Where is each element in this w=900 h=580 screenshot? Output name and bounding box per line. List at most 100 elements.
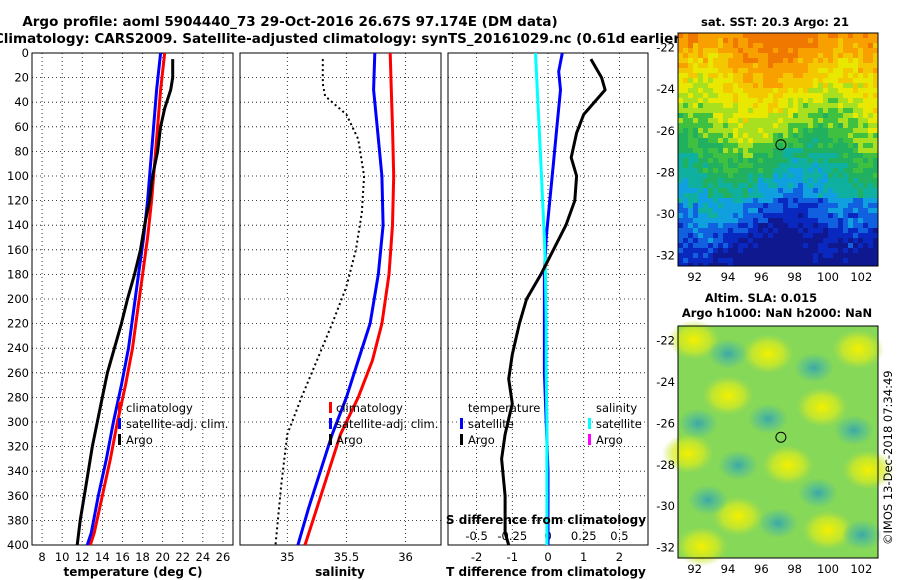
sst-cell <box>683 188 688 193</box>
sst-cell <box>843 153 848 158</box>
depth-tick-label: 160 <box>7 243 29 257</box>
sst-cell <box>853 178 858 183</box>
sst-cell <box>873 158 878 163</box>
sst-cell <box>768 188 773 193</box>
sst-cell <box>868 233 873 238</box>
sst-cell <box>703 53 708 58</box>
sst-cell <box>708 73 713 78</box>
sst-cell <box>823 193 828 198</box>
sst-cell <box>698 188 703 193</box>
sst-cell <box>753 63 758 68</box>
sst-cell <box>858 163 863 168</box>
sst-cell <box>688 258 693 263</box>
sst-cell <box>738 78 743 83</box>
sst-cell <box>803 93 808 98</box>
sst-cell <box>818 148 823 153</box>
sst-cell <box>733 83 738 88</box>
sst-cell <box>708 178 713 183</box>
sst-cell <box>863 123 868 128</box>
sst-cell <box>783 258 788 263</box>
sst-cell <box>828 43 833 48</box>
sst-cell <box>758 238 763 243</box>
sst-cell <box>763 143 768 148</box>
sst-cell <box>768 183 773 188</box>
sst-cell <box>858 148 863 153</box>
sst-cell <box>678 33 683 38</box>
depth-tick-label: 320 <box>7 440 29 454</box>
sst-cell <box>838 173 843 178</box>
sst-cell <box>678 178 683 183</box>
sst-cell <box>873 78 878 83</box>
sst-cell <box>743 53 748 58</box>
sst-cell <box>718 63 723 68</box>
sst-cell <box>733 38 738 43</box>
sst-cell <box>863 158 868 163</box>
sst-cell <box>678 83 683 88</box>
sst-cell <box>763 233 768 238</box>
sst-cell <box>798 238 803 243</box>
sst-cell <box>823 263 828 266</box>
sst-cell <box>783 88 788 93</box>
lat-tick-label: -28 <box>656 458 675 472</box>
sst-cell <box>728 93 733 98</box>
sst-cell <box>783 128 788 133</box>
sst-cell <box>848 168 853 173</box>
sst-cell <box>718 143 723 148</box>
sst-cell <box>803 123 808 128</box>
sst-cell <box>788 128 793 133</box>
sst-cell <box>698 83 703 88</box>
legend-s-argo-label: Argo <box>596 433 623 447</box>
sst-cell <box>718 88 723 93</box>
sst-cell <box>778 238 783 243</box>
sst-cell <box>773 193 778 198</box>
sst-cell <box>808 68 813 73</box>
sst-field <box>678 33 878 266</box>
sst-cell <box>858 38 863 43</box>
sst-cell <box>683 93 688 98</box>
sst-cell <box>758 93 763 98</box>
lon-tick-label: 100 <box>817 562 839 576</box>
sst-cell <box>738 123 743 128</box>
sst-cell <box>693 203 698 208</box>
legend-argo-label: Argo <box>126 433 153 447</box>
sst-cell <box>868 38 873 43</box>
sst-cell <box>818 78 823 83</box>
sst-cell <box>838 98 843 103</box>
sst-cell <box>733 233 738 238</box>
x-tick-label: 0 <box>544 550 551 564</box>
sst-cell <box>683 98 688 103</box>
sst-cell <box>693 103 698 108</box>
sst-cell <box>838 103 843 108</box>
sst-cell <box>838 208 843 213</box>
sst-cell <box>813 123 818 128</box>
sst-cell <box>688 238 693 243</box>
sst-cell <box>798 83 803 88</box>
sst-cell <box>808 233 813 238</box>
sst-cell <box>678 88 683 93</box>
sst-cell <box>848 248 853 253</box>
legend-satellite-swatch <box>118 418 121 429</box>
sst-cell <box>858 48 863 53</box>
sst-cell <box>858 83 863 88</box>
sla-lat-tick-labels: -22-24-26-28-30-32 <box>656 334 675 555</box>
sst-cell <box>863 238 868 243</box>
sst-cell <box>833 53 838 58</box>
x-tick-label: 16 <box>115 550 130 564</box>
sst-cell <box>708 63 713 68</box>
sst-cell <box>838 243 843 248</box>
sst-cell <box>743 198 748 203</box>
sst-cell <box>683 118 688 123</box>
sst-cell <box>763 178 768 183</box>
sst-cell <box>803 163 808 168</box>
sst-cell <box>688 143 693 148</box>
sst-cell <box>863 63 868 68</box>
lat-tick-label: -30 <box>656 207 675 221</box>
sst-cell <box>868 243 873 248</box>
sst-cell <box>733 103 738 108</box>
sst-cell <box>743 263 748 266</box>
sst-cell <box>763 43 768 48</box>
sst-cell <box>738 228 743 233</box>
sst-cell <box>758 213 763 218</box>
sst-cell <box>808 253 813 258</box>
sst-cell <box>798 118 803 123</box>
